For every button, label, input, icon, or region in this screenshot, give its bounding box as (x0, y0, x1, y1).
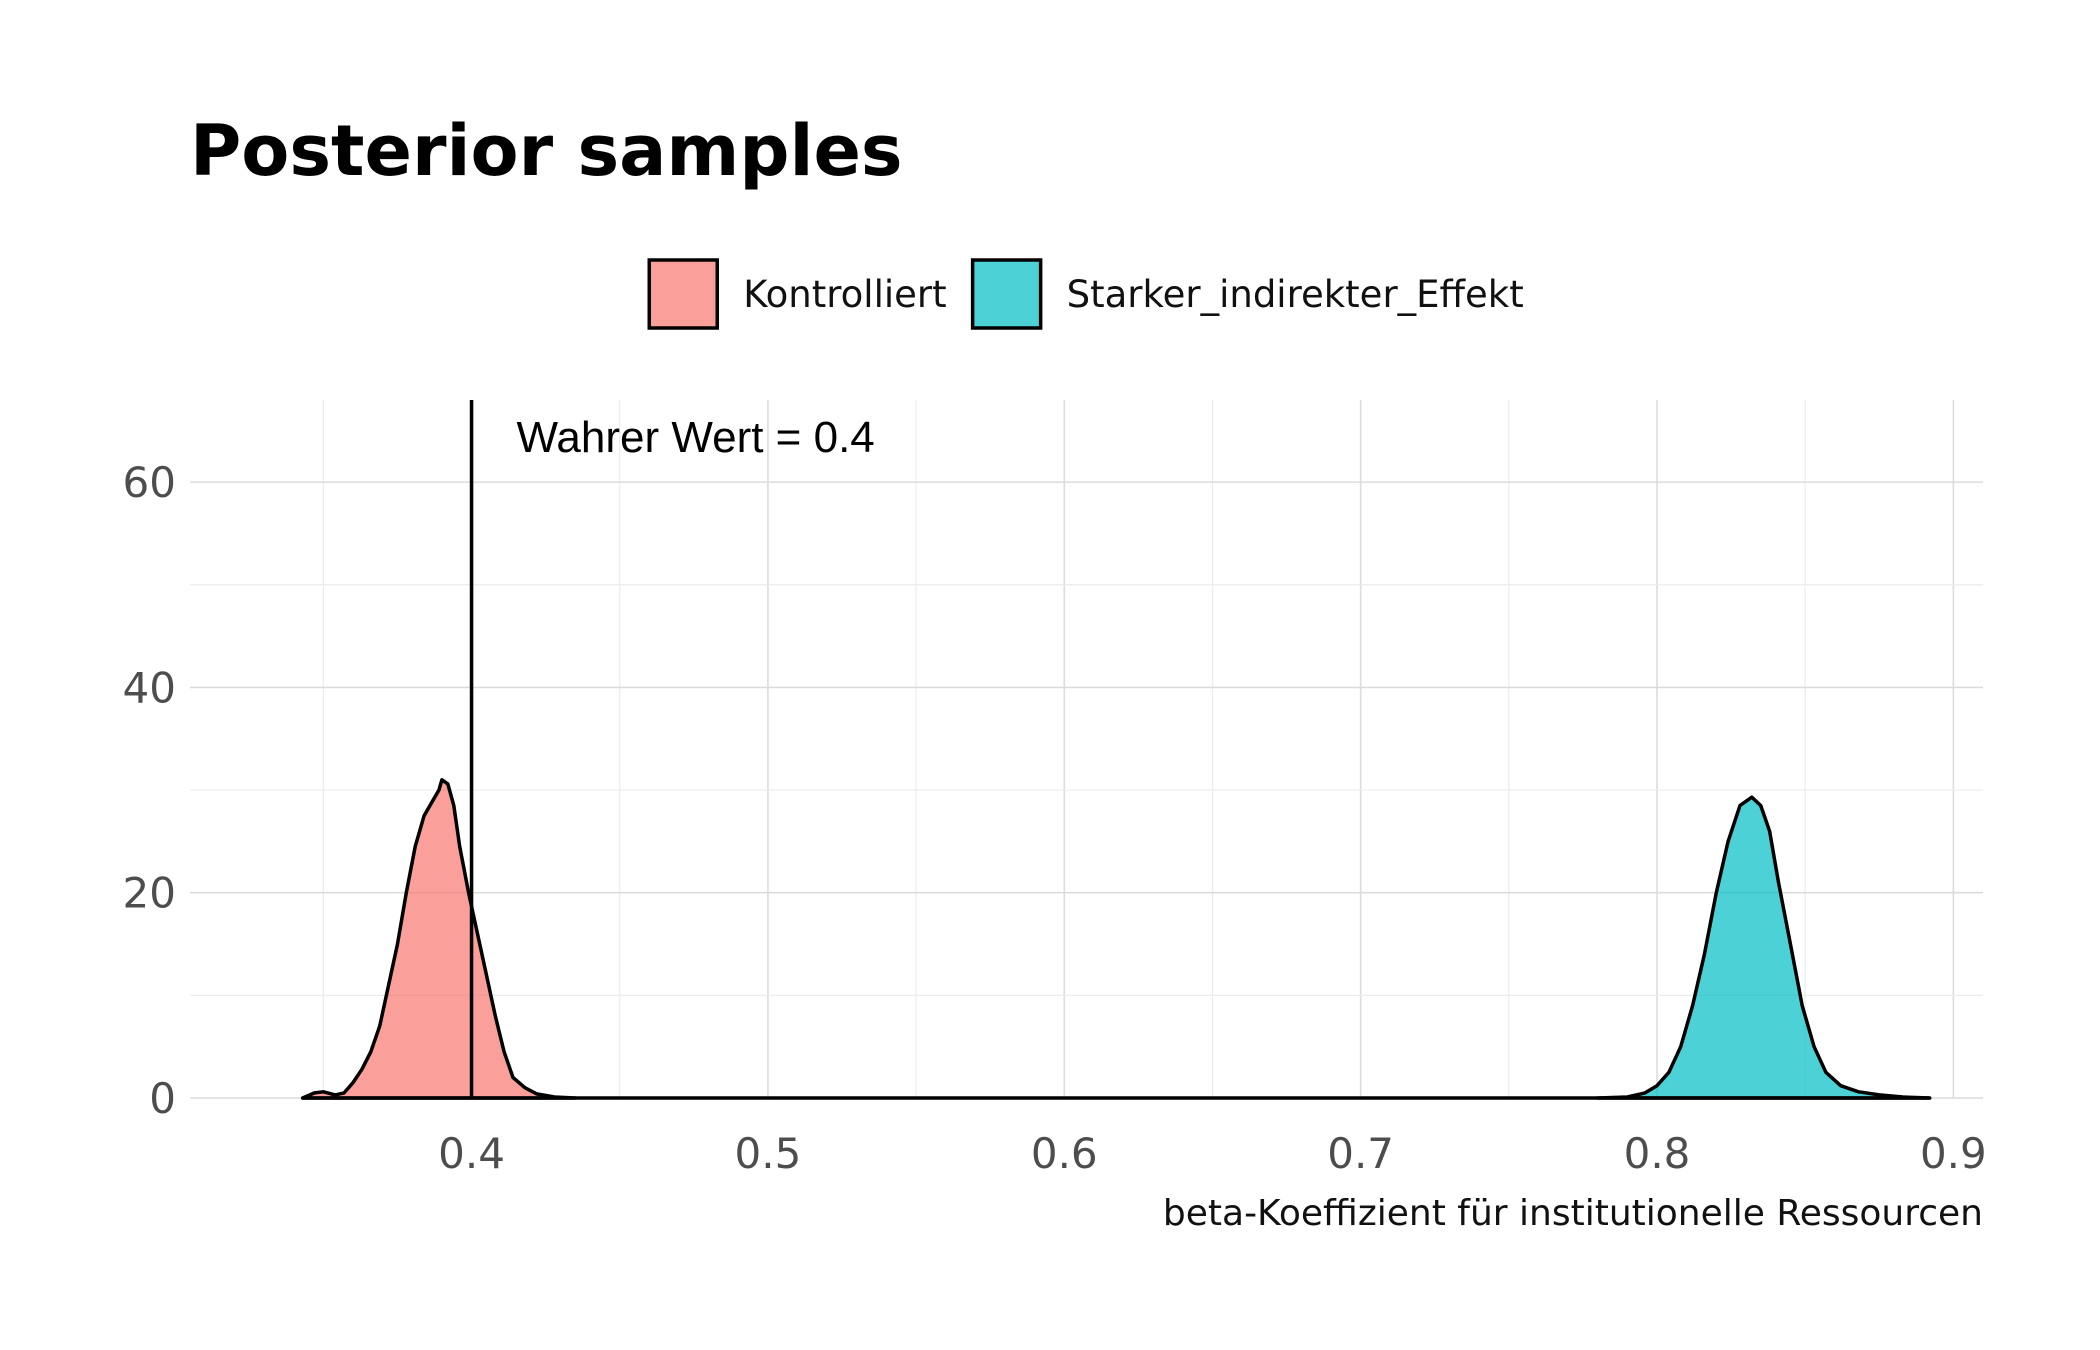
x-tick-label: 0.7 (1327, 1129, 1394, 1178)
x-tick-label: 0.9 (1920, 1129, 1987, 1178)
x-tick-label: 0.4 (438, 1129, 505, 1178)
legend-label: Kontrolliert (743, 273, 946, 316)
density-area-starker-indirekter-effekt (1595, 795, 1932, 1100)
x-axis-title: beta-Koeffizient für institutionelle Res… (1163, 1193, 1983, 1234)
y-tick-label: 20 (123, 869, 176, 918)
density-areas (300, 778, 1932, 1100)
y-tick-label: 40 (123, 663, 176, 712)
x-tick-label: 0.8 (1624, 1129, 1691, 1178)
legend-item-kontrolliert: Kontrolliert (647, 258, 947, 330)
x-tick-label: 0.5 (735, 1129, 802, 1178)
legend-key-swatch (970, 258, 1043, 330)
y-axis-ticks: 0 20 40 60 (123, 458, 176, 1123)
legend-key-swatch (647, 258, 720, 330)
density-area-kontrolliert (300, 778, 578, 1100)
true-value-annotation: Wahrer Wert = 0.4 (517, 413, 875, 462)
legend: Kontrolliert Starker_indirekter_Effekt (647, 258, 1524, 330)
y-tick-label: 60 (123, 458, 176, 507)
legend-item-starker-indirekter-effekt: Starker_indirekter_Effekt (970, 258, 1524, 330)
x-tick-label: 0.6 (1031, 1129, 1098, 1178)
x-axis-ticks: 0.4 0.5 0.6 0.7 0.8 0.9 (438, 1129, 1987, 1178)
true-value-line: Wahrer Wert = 0.4 (469, 400, 875, 1098)
legend-label: Starker_indirekter_Effekt (1067, 273, 1524, 316)
y-tick-label: 0 (149, 1074, 176, 1123)
chart-title: Posterior samples (190, 110, 903, 192)
